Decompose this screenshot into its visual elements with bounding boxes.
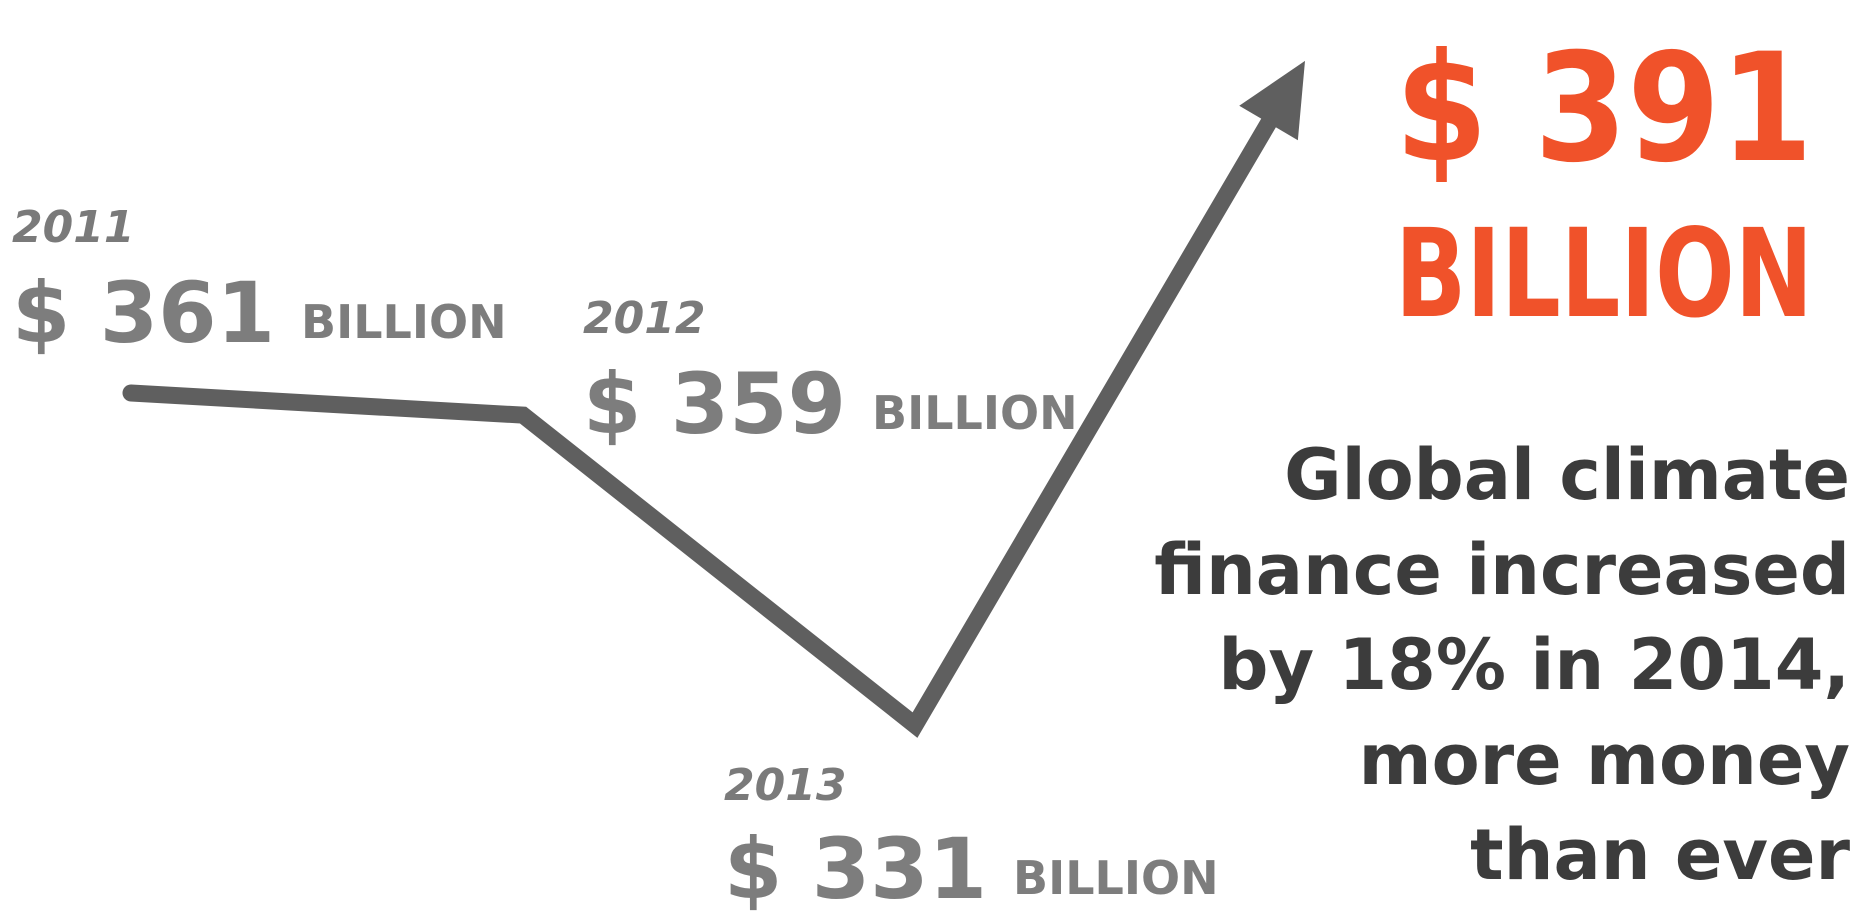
trend-line-group: [122, 60, 1305, 738]
headline-line-4: more money: [1358, 719, 1850, 801]
headline-line-5: than ever: [1470, 814, 1850, 896]
headline-line-2: finance increased: [1154, 529, 1850, 611]
year-label-2013: 2013: [724, 760, 846, 811]
amount-label-2011: $ 361: [12, 264, 275, 362]
year-label-2011: 2011: [12, 202, 134, 253]
unit-label-2012: BILLION: [872, 386, 1078, 440]
headline-line-1: Global climate: [1284, 434, 1850, 516]
year-label-2012: 2012: [583, 293, 705, 344]
amount-label-2013: $ 331: [724, 820, 987, 914]
final-amount: $ 391: [1395, 22, 1813, 196]
point-labels-group: 2011 $ 361 BILLION 2012 $ 359 BILLION 2013 $ 33…: [12, 202, 1219, 914]
arrow-head: [1239, 60, 1305, 141]
headline-line-3: by 18% in 2014,: [1218, 624, 1850, 706]
unit-label-2011: BILLION: [301, 295, 507, 349]
headline-text: Global climate finance increased by 18% …: [1090, 428, 1850, 903]
amount-label-2012: $ 359: [583, 355, 846, 453]
trend-line: [122, 109, 1281, 738]
unit-label-2013: BILLION: [1013, 851, 1219, 905]
final-unit: BILLION: [1395, 203, 1813, 345]
